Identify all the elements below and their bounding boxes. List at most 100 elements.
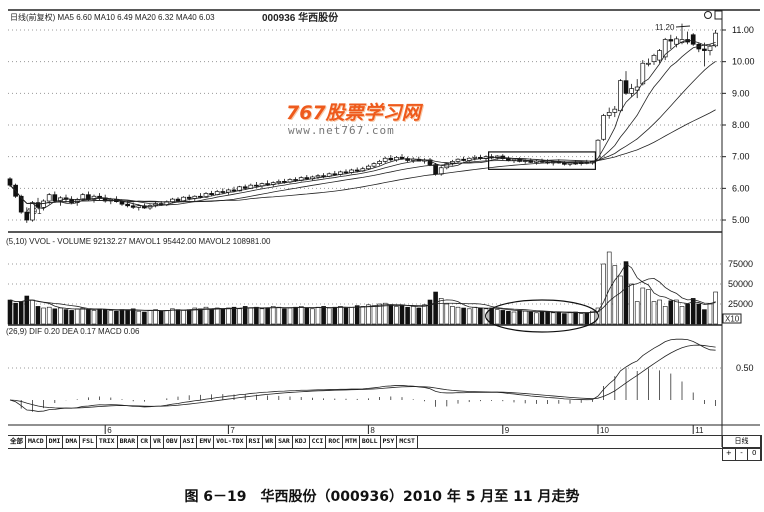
tab-psy[interactable]: PSY [381,436,398,448]
volume-bar [679,306,685,325]
tab-kdj[interactable]: KDJ [293,436,310,448]
tab-cci[interactable]: CCI [310,436,327,448]
top-right-icons[interactable] [704,10,723,20]
watermark-logo: 767股票学习网 [286,102,421,124]
candle-down [388,157,394,161]
volume-bar [214,307,220,325]
candle-up [30,202,35,221]
volume-bars [7,251,718,333]
candle-up [629,88,634,94]
volume-bar [489,307,494,325]
volume-bar [181,310,186,325]
tab-dmi[interactable]: DMI [47,436,64,448]
tab-boll[interactable]: BOLL [360,436,381,448]
volume-bar [696,303,702,325]
square-icon[interactable] [714,10,723,20]
moving-averages [9,39,716,210]
candle-down [52,194,58,202]
volume-bar [7,299,13,325]
circle-icon[interactable] [704,11,712,19]
tab-mtm[interactable]: MTM [343,436,360,448]
volume-bar [287,307,293,325]
tab-macd[interactable]: MACD [26,436,47,448]
candle-down [175,198,181,202]
volume-unit: X10 [725,315,740,324]
highlight-ellipse [485,299,600,333]
candle-down [265,183,270,185]
volume-bar [237,308,242,325]
tab-emv[interactable]: EMV [197,436,215,448]
tab-mcst[interactable]: MCST [397,436,418,448]
tab-vol-tdx[interactable]: VOL-TDX [214,436,247,448]
volume-bar [422,304,427,325]
volume-bar [478,307,483,325]
tab-全部[interactable]: 全部 [8,436,26,448]
candle-up [640,62,646,85]
volume-bar [248,307,254,325]
volume-bar [466,308,472,325]
volume-bar [399,305,405,325]
candle-down [242,186,248,189]
period-daily-button[interactable]: 日线 [723,436,761,448]
tab-roc[interactable]: ROC [326,436,344,448]
volume-bar [405,306,410,325]
volume-bar [142,311,147,325]
candle-down [506,158,511,161]
volume-bar [450,306,455,325]
volume-bar [158,310,164,325]
zoom-out-button[interactable]: - [736,448,749,460]
volume-bar [97,308,102,325]
tab-trix[interactable]: TRIX [97,436,118,448]
zoom-in-button[interactable]: + [723,448,736,460]
volume-bar [662,306,668,325]
volume-bar [511,311,517,325]
volume-bar [623,261,629,325]
ma40-line [9,109,716,205]
candle-up [315,175,321,178]
tab-asi[interactable]: ASI [181,436,198,448]
volume-bar [584,312,590,325]
candle-down [198,195,203,198]
volume-bar [315,306,321,325]
volume-bar [360,306,366,325]
tab-dma[interactable]: DMA [63,436,81,448]
figure-caption: 图 6－19 华西股份（000936）2010 年 5 月至 11 月走势 [184,489,580,505]
candle-up [662,39,668,58]
candle-up [472,156,478,159]
candles [7,23,718,223]
candle-down [69,199,74,203]
tab-vr[interactable]: VR [151,436,164,448]
candle-up [511,158,517,161]
tab-sar[interactable]: SAR [276,436,293,448]
volume-bar [13,302,18,325]
volume-bar [606,251,612,325]
price-tick-label: 6.00 [732,183,750,193]
tab-brar[interactable]: BRAR [118,436,139,448]
chart-frame [8,9,760,447]
volume-bar [590,310,595,325]
candle-down [130,205,136,208]
volume-bar [108,310,114,325]
tab-cr[interactable]: CR [138,436,152,448]
volume-bar [46,306,52,325]
tab-fsl[interactable]: FSL [80,436,97,448]
volume-bar [674,299,679,325]
candle-down [343,171,349,174]
volume-bar [444,303,450,325]
volume-bar [685,303,690,325]
zoom-controls: + - 0 [722,447,762,461]
candle-down [220,191,226,193]
volume-legend: (5,10) VVOL - VOLUME 92132.27 MAVOL1 954… [6,237,271,246]
volume-tick-label: 25000 [728,299,753,309]
price-tick-label: 8.00 [732,120,750,130]
volume-bar [618,275,623,325]
price-legend: 日线(前复权) MA5 6.60 MA10 6.49 MA20 6.32 MA4… [10,12,215,22]
tab-wr[interactable]: WR [263,436,277,448]
tab-obv[interactable]: OBV [164,436,181,448]
tab-rsi[interactable]: RSI [247,436,264,448]
month-label-7: 7 [230,426,235,435]
stock-title: 000936 华西股份 [262,11,339,24]
volume-bar [343,307,349,325]
reset-button[interactable]: 0 [748,448,762,460]
volume-bar [24,295,30,325]
